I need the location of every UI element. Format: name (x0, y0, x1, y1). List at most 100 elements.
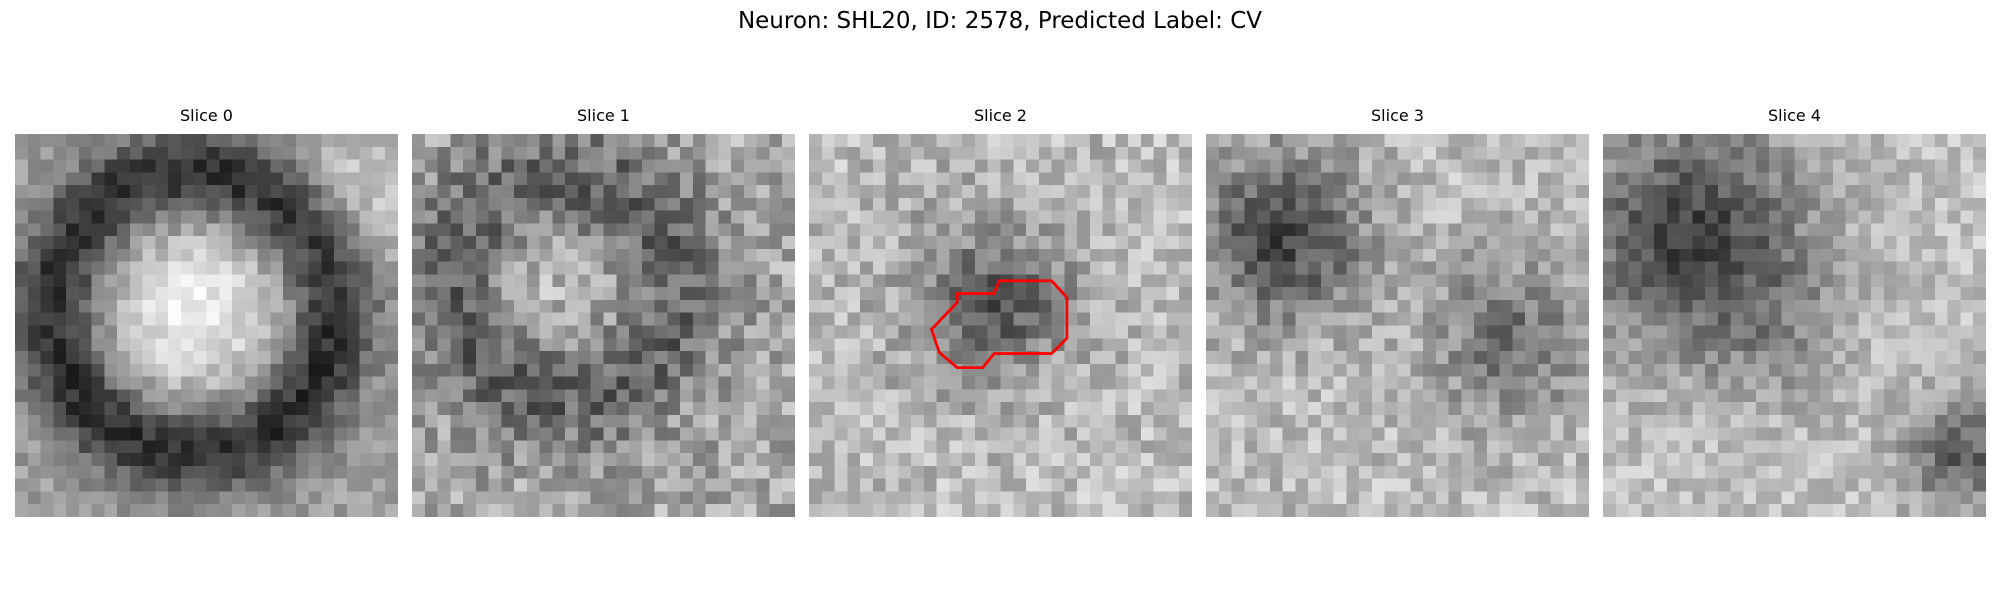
image-pixel (577, 248, 591, 262)
image-pixel (206, 440, 220, 454)
image-pixel (1153, 504, 1167, 517)
image-pixel (1743, 261, 1757, 275)
image-pixel (629, 287, 643, 301)
image-pixel (821, 351, 835, 365)
image-pixel (346, 389, 360, 403)
image-pixel (1038, 299, 1052, 313)
image-pixel (1563, 453, 1577, 467)
image-pixel (1397, 210, 1411, 224)
image-pixel (501, 172, 515, 186)
image-pixel (1486, 236, 1500, 250)
image-pixel (1282, 274, 1296, 288)
image-pixel (1089, 351, 1103, 365)
image-pixel (616, 287, 630, 301)
image-pixel (1218, 427, 1232, 441)
image-pixel (1000, 159, 1014, 173)
image-pixel (743, 172, 757, 186)
image-pixel (1140, 236, 1154, 250)
image-pixel (1525, 504, 1539, 517)
image-pixel (590, 453, 604, 467)
image-pixel (1883, 248, 1897, 262)
image-pixel (1359, 197, 1373, 211)
image-pixel (385, 427, 398, 441)
image-pixel (1128, 402, 1142, 416)
image-pixel (1960, 159, 1974, 173)
image-pixel (117, 338, 131, 352)
image-pixel (475, 453, 489, 467)
image-pixel (308, 440, 322, 454)
image-pixel (1206, 440, 1220, 454)
image-pixel (1922, 146, 1936, 160)
image-pixel (1756, 197, 1770, 211)
image-pixel (1615, 172, 1629, 186)
image-pixel (1896, 159, 1910, 173)
image-pixel (206, 134, 220, 148)
image-pixel (1346, 440, 1360, 454)
image-pixel (1461, 248, 1475, 262)
image-pixel (1077, 261, 1091, 275)
image-pixel (1871, 440, 1885, 454)
image-pixel (308, 274, 322, 288)
image-pixel (257, 325, 271, 339)
image-pixel (1705, 427, 1719, 441)
image-pixel (1922, 453, 1936, 467)
image-pixel (641, 197, 655, 211)
image-pixel (463, 299, 477, 313)
image-pixel (705, 274, 719, 288)
image-pixel (731, 491, 745, 505)
image-pixel (577, 440, 591, 454)
image-pixel (1000, 312, 1014, 326)
image-pixel (667, 453, 681, 467)
image-pixel (424, 312, 438, 326)
image-pixel (155, 236, 169, 250)
image-pixel (1934, 376, 1948, 390)
image-pixel (1871, 325, 1885, 339)
image-pixel (1000, 325, 1014, 339)
image-pixel (1128, 414, 1142, 428)
image-pixel (1820, 159, 1834, 173)
image-pixel (1474, 274, 1488, 288)
image-pixel (1308, 453, 1322, 467)
image-pixel (283, 287, 297, 301)
image-pixel (424, 210, 438, 224)
image-pixel (1666, 389, 1680, 403)
image-pixel (1537, 312, 1551, 326)
image-pixel (809, 338, 823, 352)
image-pixel (142, 427, 156, 441)
image-pixel (911, 363, 925, 377)
image-pixel (1603, 389, 1617, 403)
image-pixel (1333, 402, 1347, 416)
image-pixel (1231, 414, 1245, 428)
image-pixel (565, 159, 579, 173)
image-pixel (860, 223, 874, 237)
image-pixel (372, 427, 386, 441)
image-pixel (359, 338, 373, 352)
image-pixel (1206, 491, 1220, 505)
image-pixel (1166, 159, 1180, 173)
image-pixel (1832, 440, 1846, 454)
image-pixel (1794, 402, 1808, 416)
image-pixel (1206, 478, 1220, 492)
image-pixel (1858, 440, 1872, 454)
image-pixel (346, 478, 360, 492)
image-pixel (911, 146, 925, 160)
image-pixel (885, 440, 899, 454)
image-pixel (180, 134, 194, 148)
image-pixel (142, 159, 156, 173)
image-pixel (206, 223, 220, 237)
image-pixel (1435, 287, 1449, 301)
image-pixel (654, 312, 668, 326)
image-pixel (27, 465, 41, 479)
image-pixel (78, 274, 92, 288)
image-pixel (1512, 351, 1526, 365)
image-pixel (334, 478, 348, 492)
image-pixel (1537, 402, 1551, 416)
image-pixel (1730, 312, 1744, 326)
image-pixel (1499, 453, 1513, 467)
image-pixel (1206, 274, 1220, 288)
image-pixel (1499, 261, 1513, 275)
image-pixel (91, 504, 105, 517)
image-pixel (1794, 134, 1808, 148)
image-pixel (705, 351, 719, 365)
image-pixel (743, 236, 757, 250)
